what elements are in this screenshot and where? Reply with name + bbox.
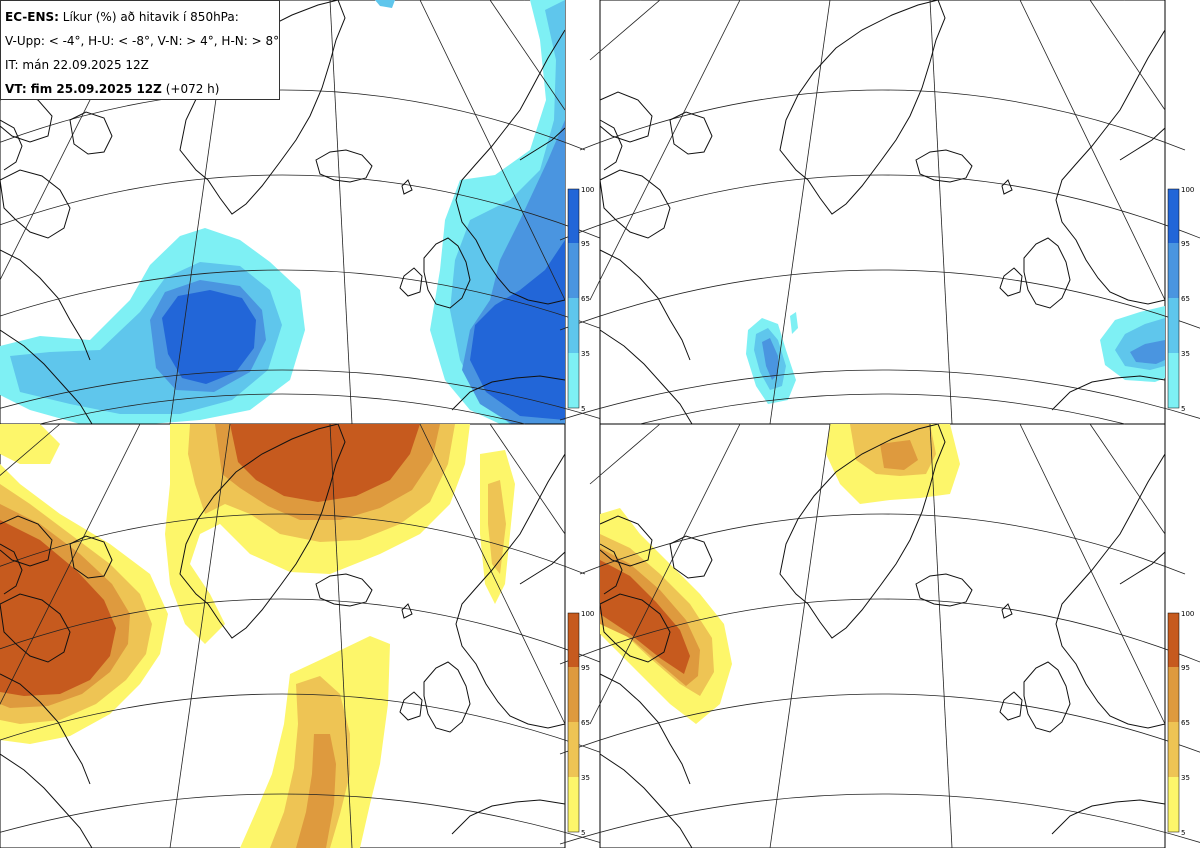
map-panel-h-u [559,0,1200,425]
issue-time: IT: mán 22.09.2025 12Z [5,58,149,72]
map-panel-v-n [0,393,606,848]
thresholds-line: V-Upp: < -4°, H-U: < -8°, V-N: > 4°, H-N… [5,34,280,48]
probability-field-warm-north [826,424,960,504]
colorbar-tick: 100 [1181,610,1194,618]
map-panel-h-n [559,393,1200,848]
colorbar-tick: 65 [1181,719,1190,727]
colorbar-cold-top-right: 100 95 65 35 5 [1167,186,1194,413]
valid-time-line: VT: fim 25.09.2025 12Z (+072 h) [5,77,275,101]
title-text: Líkur (%) að hitavik í 850hPa: [62,10,239,24]
probability-field-warm-south [240,636,390,848]
colorbar-tick: 100 [1181,186,1194,194]
colorbar-tick: 95 [581,664,590,672]
probability-field-warm-west [600,508,732,724]
colorbar-tick: 5 [1181,405,1185,413]
colorbar-tick: 5 [581,829,585,837]
title-line: EC-ENS: Líkur (%) að hitavik í 850hPa: [5,5,275,29]
colorbar-tick: 100 [581,610,594,618]
colorbar-tick: 100 [581,186,594,194]
colorbar-tick: 35 [581,350,590,358]
probability-field-cold-west [746,312,798,404]
map-panel-v-upp [0,0,606,425]
colorbar-tick: 5 [1181,829,1185,837]
colorbar-cold-top-left: 100 95 65 35 5 [567,186,594,413]
colorbar-tick: 35 [1181,350,1190,358]
colorbar-tick: 65 [1181,295,1190,303]
colorbar-tick: 35 [1181,774,1190,782]
valid-time: VT: fim 25.09.2025 12Z [5,82,162,96]
colorbar-tick: 95 [1181,664,1190,672]
probability-field-warm-greenland [165,424,515,644]
colorbar-tick: 95 [581,240,590,248]
colorbar-tick: 35 [581,774,590,782]
probability-field-cold-east [1100,306,1165,382]
colorbar-tick: 65 [581,295,590,303]
legend-info-box: EC-ENS: Líkur (%) að hitavik í 850hPa: V… [0,0,280,100]
valid-offset: (+072 h) [165,82,220,96]
colorbar-warm-bottom-left: 100 95 65 35 5 [567,610,594,837]
colorbar-tick: 5 [581,405,585,413]
colorbar-tick: 95 [1181,240,1190,248]
model-name: EC-ENS: [5,10,59,24]
colorbar-warm-bottom-right: 100 95 65 35 5 [1167,610,1194,837]
probability-field-cold-east [375,0,565,424]
colorbar-tick: 65 [581,719,590,727]
